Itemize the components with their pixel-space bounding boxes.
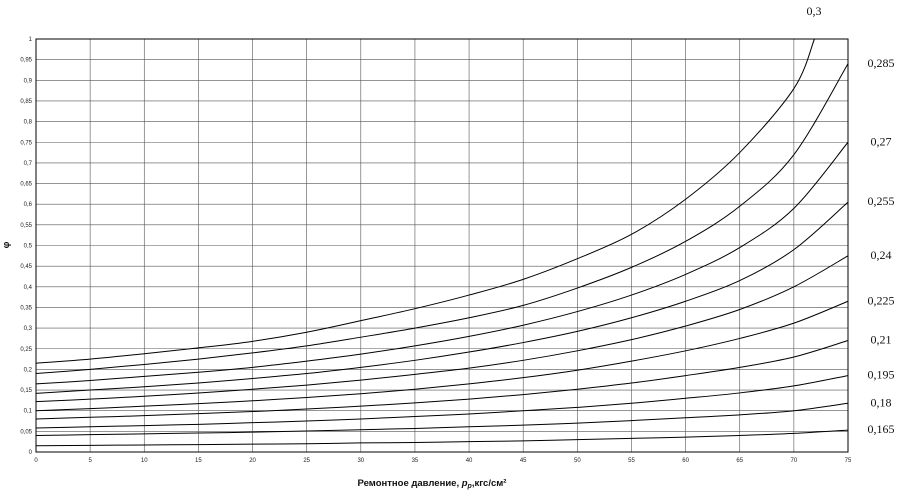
y-tick-label: 0,35 (20, 305, 32, 311)
series-line (35, 255, 849, 403)
y-tick-label: 0,85 (20, 99, 32, 105)
x-axis-title-unit: ,кгс/см² (472, 478, 507, 489)
y-tick-label: 0,65 (20, 182, 32, 188)
series-line (35, 429, 849, 447)
x-axis-title-sub: р (467, 483, 473, 490)
y-tick-label: 0,75 (20, 140, 32, 146)
y-tick-label: 0,15 (20, 388, 32, 394)
y-tick-label: 0,05 (20, 429, 32, 435)
y-tick-label: 0,95 (20, 58, 32, 64)
plot-frame (35, 38, 849, 453)
y-tick-label: 0,45 (20, 264, 32, 270)
series-label: 0,255 (868, 194, 895, 208)
y-tick-label: 0,4 (24, 285, 33, 291)
x-tick-label: 30 (357, 458, 364, 464)
series-label: 0,21 (871, 332, 892, 346)
x-tick-label: 25 (303, 458, 310, 464)
y-tick-label: 0 (29, 450, 33, 456)
series-label: 0,24 (871, 248, 892, 262)
x-tick-label: 5 (88, 458, 92, 464)
x-tick-label: 0 (34, 458, 38, 464)
series-label: 0,195 (868, 368, 895, 382)
y-tick-labels: 0 0,05 0,1 0,15 0,2 0,25 0,3 0,35 0,4 0,45 0,5 0,55… (20, 37, 32, 456)
series-line (35, 63, 849, 375)
y-tick-label: 0,6 (24, 202, 33, 208)
y-tick-label: 1 (29, 37, 33, 43)
y-tick-label: 0,5 (24, 244, 33, 250)
y-tick-label: 0,2 (24, 367, 33, 373)
series-line (35, 38, 815, 364)
x-axis-title-var: p (461, 478, 468, 489)
series-line (35, 141, 849, 385)
x-tick-label: 65 (736, 458, 743, 464)
series-line (35, 201, 849, 394)
series-label: 0,18 (871, 395, 892, 409)
x-tick-label: 50 (574, 458, 581, 464)
y-tick-label: 0,8 (24, 120, 33, 126)
series-label: 0,27 (871, 134, 892, 148)
y-tick-label: 0,1 (24, 409, 33, 415)
x-tick-label: 70 (791, 458, 798, 464)
series-line (35, 340, 849, 420)
series-line (35, 402, 849, 436)
x-tick-label: 60 (682, 458, 689, 464)
x-tick-label: 45 (520, 458, 527, 464)
curve-labels: 0,3 0,285 0,27 0,255 0,24 0,225 0,21 0,195 0,18 0… (807, 4, 895, 436)
curves (35, 38, 849, 447)
x-tick-label: 75 (845, 458, 852, 464)
grid (35, 38, 849, 453)
x-tick-label: 35 (412, 458, 419, 464)
y-tick-label: 0,3 (24, 326, 33, 332)
y-axis-title: φ (1, 241, 12, 248)
x-tick-label: 20 (249, 458, 256, 464)
y-tick-label: 0,9 (24, 78, 33, 84)
series-label: 0,285 (868, 56, 895, 70)
x-tick-label: 10 (141, 458, 148, 464)
series-line (35, 375, 849, 429)
x-tick-label: 40 (466, 458, 473, 464)
x-axis-title-text: Ремонтное давление, (358, 478, 462, 489)
y-tick-label: 0,25 (20, 347, 32, 353)
y-tick-label: 0,7 (24, 161, 33, 167)
x-axis-title: Ремонтное давление, pр,кгс/см² (358, 478, 507, 490)
x-tick-labels: 0 5 10 15 20 25 30 35 40 45 50 55 60 65 70 75 (34, 458, 852, 464)
y-tick-label: 0,55 (20, 223, 32, 229)
x-tick-label: 55 (628, 458, 635, 464)
series-line (35, 300, 849, 412)
series-label: 0,165 (868, 422, 895, 436)
series-label: 0,3 (807, 4, 822, 18)
series-label: 0,225 (868, 293, 895, 307)
x-tick-label: 15 (195, 458, 202, 464)
